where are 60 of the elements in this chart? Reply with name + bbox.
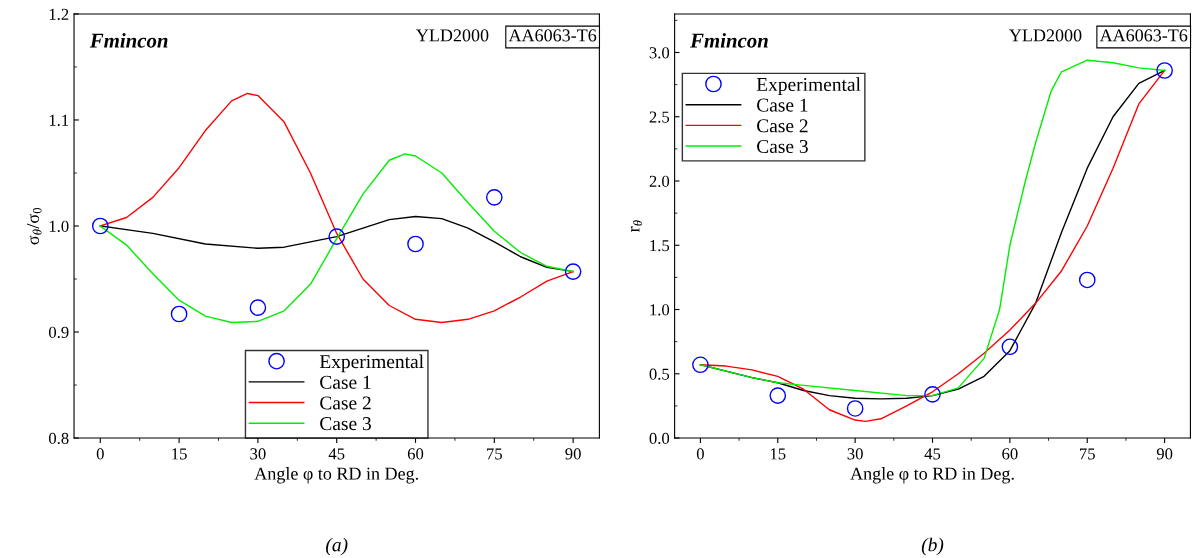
point	[769, 387, 787, 404]
point	[91, 217, 109, 235]
legend-label: Experimental	[756, 77, 861, 95]
point	[328, 228, 346, 245]
x-tick-label: 0	[96, 448, 104, 460]
x-tick-label: 60	[407, 448, 424, 460]
y-tick-label: 0.5	[649, 368, 670, 380]
x-tick-label: 60	[1002, 448, 1018, 460]
legend-label: Case 2	[320, 396, 371, 410]
x-tick-label: 90	[1156, 448, 1173, 460]
x-axis-title: Angle φ to RD in Deg.	[254, 467, 418, 484]
y-tick-label: 0.0	[649, 432, 670, 445]
y-tick-label: 2.0	[649, 175, 670, 188]
y-tick-label: 1.0	[49, 220, 69, 233]
legend-label: Experimental	[319, 354, 424, 373]
point	[846, 400, 864, 417]
annotation: AA6063-T6	[1099, 29, 1188, 42]
x-tick-label: 15	[172, 448, 187, 460]
point	[249, 299, 267, 316]
y-tick-label: 0.8	[48, 432, 69, 445]
annotation: YLD2000	[1009, 29, 1082, 42]
x-tick-label: 15	[770, 448, 786, 460]
annotation: AA6063-T6	[508, 29, 597, 42]
x-tick-label: 90	[565, 448, 581, 460]
y-tick-label: 1.2	[49, 8, 69, 20]
y-tick-label: 1.1	[49, 114, 69, 126]
y-tick-label: 0.9	[48, 326, 69, 339]
legend-label: Case 1	[320, 375, 371, 389]
x-tick-label: 75	[1080, 448, 1095, 460]
y-tick-label: 1.0	[650, 304, 670, 316]
annotation: Fmincon	[89, 33, 168, 48]
point	[485, 189, 503, 206]
x-tick-label: 45	[328, 448, 345, 460]
x-tick-label: 45	[924, 448, 941, 460]
point	[1001, 338, 1019, 356]
x-tick-label: 30	[847, 448, 863, 460]
point	[692, 356, 709, 374]
x-tick-label: 30	[250, 448, 266, 460]
text: (a)	[326, 537, 348, 556]
point	[1078, 271, 1096, 289]
annotation: Fmincon	[690, 33, 768, 48]
point	[564, 263, 582, 280]
legend-label: Case 3	[757, 139, 808, 154]
point	[1156, 62, 1173, 79]
point	[924, 386, 941, 403]
legend-label: Case 1	[757, 98, 808, 112]
y-tick-label: 1.5	[650, 240, 670, 252]
text: (b)	[921, 537, 944, 556]
legend-label: Case 3	[320, 417, 371, 431]
legend-label: Case 2	[757, 119, 808, 133]
x-tick-label: 75	[487, 448, 502, 460]
y-axis-title: σ$_{θ}$/σ$_{0}$	[27, 207, 42, 245]
annotation: YLD2000	[416, 29, 489, 42]
point	[407, 235, 424, 253]
y-axis-title: r$_{θ}$	[630, 220, 642, 233]
x-axis-title: Angle φ to RD in Deg.	[850, 467, 1014, 484]
y-tick-label: 3.0	[649, 47, 670, 59]
point	[170, 305, 188, 323]
x-tick-label: 0	[696, 448, 704, 460]
y-tick-label: 2.5	[649, 111, 670, 123]
